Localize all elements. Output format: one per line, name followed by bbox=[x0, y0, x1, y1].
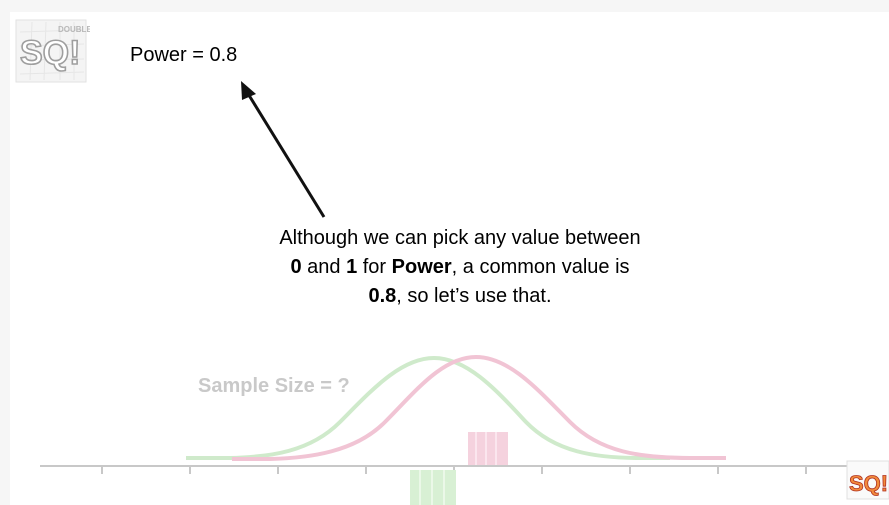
figure-canvas bbox=[40, 81, 870, 505]
caption-lets-use: , so let’s use that. bbox=[396, 285, 552, 307]
pink-sample-bars bbox=[468, 432, 508, 465]
caption-line-1: Although we can pick any value between bbox=[279, 227, 641, 249]
statquest-logo: DOUBLE BAM!!! SQ! bbox=[14, 12, 120, 88]
arrow bbox=[241, 81, 326, 218]
caption-zero: 0 bbox=[290, 256, 302, 278]
caption-line-2: 0 and 1 for Power, a common value is bbox=[200, 253, 720, 282]
x-axis bbox=[40, 465, 870, 474]
sample-size-label: Sample Size = ? bbox=[198, 375, 350, 397]
statquest-logo-icon: DOUBLE BAM!!! SQ! bbox=[15, 19, 120, 83]
caption-and: and bbox=[301, 256, 347, 278]
logo-main-text: SQ! bbox=[20, 34, 80, 72]
statquest-small-logo-icon: SQ! bbox=[846, 460, 889, 500]
green-sample-bars bbox=[410, 470, 456, 505]
small-logo-text: SQ! bbox=[849, 471, 888, 496]
caption: Although we can pick any value between 0… bbox=[200, 224, 720, 311]
caption-point-eight: 0.8 bbox=[368, 285, 397, 307]
slide: DOUBLE BAM!!! SQ! Power = 0.8 bbox=[10, 12, 889, 505]
caption-common-value: , a common value is bbox=[451, 256, 630, 278]
pink-distribution-curve bbox=[232, 354, 726, 461]
green-distribution-curve bbox=[186, 355, 670, 460]
caption-for: for bbox=[357, 256, 392, 278]
logo-small-text: DOUBLE BAM!!! bbox=[58, 25, 90, 34]
caption-line-3: 0.8, so let’s use that. bbox=[200, 282, 720, 311]
power-label: Power = 0.8 bbox=[130, 44, 238, 66]
caption-one: 1 bbox=[346, 256, 358, 278]
caption-power: Power bbox=[391, 256, 452, 278]
statquest-logo-small: SQ! bbox=[846, 458, 889, 502]
